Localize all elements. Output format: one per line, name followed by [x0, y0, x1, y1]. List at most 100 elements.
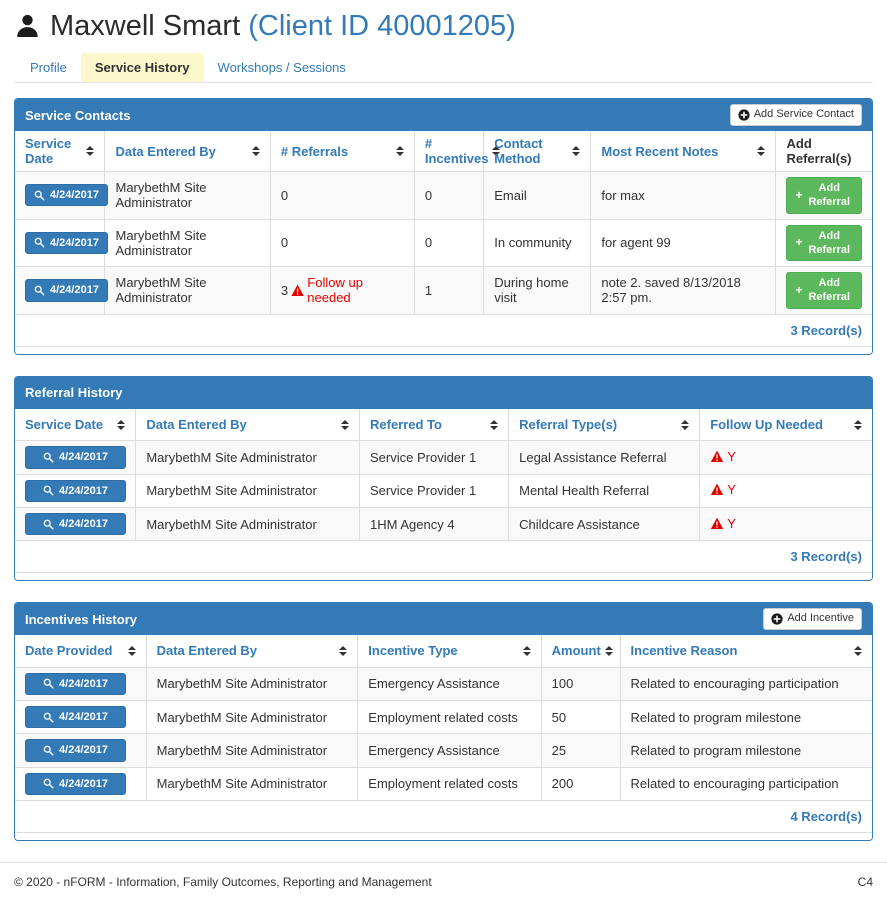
add-incentive-button[interactable]: Add Incentive — [763, 608, 862, 630]
panel-footer-strip — [15, 832, 872, 840]
view-referral-button[interactable]: 4/24/2017 — [25, 512, 126, 536]
incentives-history-panel: Incentives History Add Incentive Date Pr… — [14, 602, 873, 841]
reason-cell: Related to program milestone — [619, 733, 872, 768]
followup-warning-text: Follow up needed — [307, 275, 363, 306]
warning-icon — [291, 284, 304, 297]
notes-cell: for max — [590, 171, 777, 220]
followup-cell: Y — [699, 506, 872, 542]
add-service-contact-button[interactable]: Add Service Contact — [729, 104, 862, 126]
referral-type-cell: Childcare Assistance — [508, 506, 701, 542]
contact-method-cell: During home visit — [483, 266, 592, 315]
col-service-date[interactable]: Service Date — [15, 408, 137, 442]
view-service-contact-button[interactable]: 4/24/2017 — [25, 184, 108, 207]
view-incentive-button[interactable]: 4/24/2017 — [25, 739, 126, 762]
incentives-history-title: Incentives History — [25, 611, 137, 627]
entered-by-cell: MarybethM Site Administrator — [145, 666, 359, 701]
table-header-row: Service Date Data Entered By Referred To… — [15, 408, 872, 442]
view-incentive-button[interactable]: 4/24/2017 — [25, 672, 126, 695]
col-data-entered-by[interactable]: Data Entered By — [135, 408, 360, 442]
referral-history-panel: Referral History Service Date Data Enter… — [14, 375, 873, 582]
referrals-cell: 0 — [269, 218, 415, 268]
view-referral-button[interactable]: 4/24/2017 — [25, 446, 126, 469]
sort-icon[interactable] — [681, 419, 690, 430]
col-data-entered-by[interactable]: Data Entered By — [145, 635, 359, 668]
entered-by-cell: MarybethM Site Administrator — [135, 473, 360, 508]
search-icon — [43, 452, 54, 463]
sort-icon[interactable] — [127, 645, 136, 656]
sort-icon[interactable] — [757, 146, 766, 156]
col-num-incentives[interactable]: # Incentives — [413, 131, 501, 172]
client-name: Maxwell Smart — [50, 10, 241, 42]
plus-icon: + — [795, 187, 803, 202]
sort-icon[interactable] — [86, 146, 95, 156]
reason-cell: Related to encouraging participation — [619, 666, 872, 701]
tab-service-history[interactable]: Service History — [80, 53, 204, 82]
entered-by-cell: MarybethM Site Administrator — [104, 171, 271, 220]
sort-icon[interactable] — [854, 419, 862, 430]
view-service-contact-button[interactable]: 4/24/2017 — [25, 231, 108, 255]
plus-icon: + — [795, 235, 803, 250]
col-add-referrals: Add Referral(s) — [775, 131, 872, 172]
col-date-provided[interactable]: Date Provided — [15, 635, 147, 668]
col-data-entered-by[interactable]: Data Entered By — [104, 131, 271, 172]
search-icon — [43, 485, 54, 496]
sort-icon[interactable] — [490, 419, 499, 430]
view-service-contact-button[interactable]: 4/24/2017 — [25, 279, 108, 302]
plus-icon: + — [795, 282, 803, 297]
col-num-referrals[interactable]: # Referrals — [269, 131, 415, 172]
sort-icon[interactable] — [522, 645, 531, 656]
view-referral-button[interactable]: 4/24/2017 — [25, 479, 126, 502]
client-id: (Client ID 40001205) — [248, 10, 516, 42]
incentives-history-heading: Incentives History Add Incentive — [15, 603, 872, 636]
col-amount[interactable]: Amount — [540, 635, 621, 668]
tab-profile[interactable]: Profile — [30, 60, 67, 75]
col-follow-up-needed[interactable]: Follow Up Needed — [699, 408, 872, 442]
service-contacts-heading: Service Contacts Add Service Contact — [15, 99, 872, 131]
incentive-type-cell: Employment related costs — [357, 766, 542, 801]
panel-footer-strip — [15, 346, 872, 354]
sort-icon[interactable] — [492, 146, 501, 156]
sort-icon[interactable] — [339, 645, 348, 656]
amount-cell: 200 — [540, 766, 621, 801]
referred-to-cell: 1HM Agency 4 — [358, 506, 510, 542]
incentives-cell: 0 — [413, 218, 485, 268]
sort-icon[interactable] — [854, 645, 862, 656]
add-referral-button[interactable]: + Add Referral — [786, 224, 862, 262]
col-incentive-type[interactable]: Incentive Type — [357, 635, 542, 668]
amount-cell: 100 — [540, 666, 621, 701]
col-contact-method[interactable]: Contact Method — [483, 131, 592, 172]
add-referral-button[interactable]: + Add Referral — [786, 177, 862, 214]
search-icon — [43, 778, 54, 789]
tab-workshops-sessions[interactable]: Workshops / Sessions — [217, 60, 346, 75]
sort-icon[interactable] — [251, 146, 260, 156]
amount-cell: 50 — [540, 699, 621, 735]
entered-by-cell: MarybethM Site Administrator — [145, 699, 359, 735]
search-icon — [43, 712, 54, 723]
plus-circle-icon — [738, 109, 750, 121]
col-most-recent-notes[interactable]: Most Recent Notes — [590, 131, 777, 172]
record-count: 4 Record(s) — [15, 799, 872, 833]
col-referral-types[interactable]: Referral Type(s) — [508, 408, 701, 442]
incentive-type-cell: Emergency Assistance — [357, 733, 542, 768]
sort-icon[interactable] — [572, 146, 581, 156]
plus-circle-icon — [771, 613, 783, 625]
sort-icon[interactable] — [117, 419, 126, 430]
add-referral-button[interactable]: + Add Referral — [786, 272, 862, 309]
incentives-history-table: Date Provided Data Entered By Incentive … — [15, 635, 872, 833]
referral-history-title: Referral History — [25, 385, 123, 401]
notes-cell: note 2. saved 8/13/2018 2:57 pm. — [590, 266, 777, 315]
sort-icon[interactable] — [395, 146, 404, 156]
record-count-row: 3 Record(s) — [15, 313, 872, 347]
table-row: 4/24/2017 MarybethM Site Administrator 0… — [15, 218, 872, 268]
service-contacts-panel: Service Contacts Add Service Contact Ser… — [14, 98, 873, 355]
sort-icon[interactable] — [341, 419, 349, 430]
search-icon — [43, 678, 54, 689]
view-incentive-button[interactable]: 4/24/2017 — [25, 705, 126, 729]
col-referred-to[interactable]: Referred To — [358, 408, 510, 442]
col-service-date[interactable]: Service Date — [15, 131, 106, 172]
col-incentive-reason[interactable]: Incentive Reason — [619, 635, 872, 668]
table-row: 4/24/2017 MarybethM Site Administrator E… — [15, 666, 872, 701]
view-incentive-button[interactable]: 4/24/2017 — [25, 772, 126, 795]
entered-by-cell: MarybethM Site Administrator — [135, 506, 360, 542]
sort-icon[interactable] — [604, 645, 613, 656]
